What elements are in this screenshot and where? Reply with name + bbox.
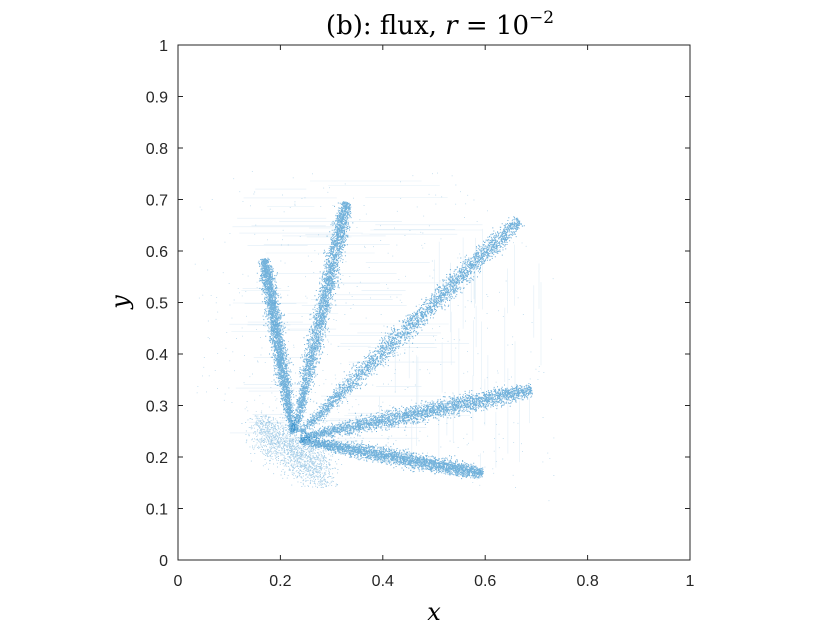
title-r: r xyxy=(445,11,459,41)
x-tick-label: 0.8 xyxy=(576,573,598,590)
y-tick-label: 0.8 xyxy=(146,141,168,158)
flux-points xyxy=(194,171,555,502)
x-tick-label: 0.2 xyxy=(269,573,291,590)
y-tick-label: 0.5 xyxy=(146,296,168,313)
chart-title: (b): flux, r = 10−2 xyxy=(326,8,554,41)
y-axis: 0 0.1 0.2 0.3 0.4 0.5 0.6 0.7 0.8 0.9 1 xyxy=(146,38,690,570)
x-tick-label: 1 xyxy=(686,573,695,590)
flux-beam-5 xyxy=(298,435,484,480)
title-exponent: −2 xyxy=(529,8,554,28)
x-tick-label: 0 xyxy=(174,573,183,590)
y-tick-label: 0.3 xyxy=(146,399,168,416)
x-axis-label: x xyxy=(427,598,441,626)
flux-beam-1 xyxy=(256,257,297,435)
x-axis: 0 0.2 0.4 0.6 0.8 1 xyxy=(174,45,695,590)
y-tick-label: 0.7 xyxy=(146,193,168,210)
sparse-flux-points xyxy=(194,171,555,502)
flux-beam-2 xyxy=(291,201,354,433)
y-tick-label: 0.1 xyxy=(146,502,168,519)
flux-beam-3 xyxy=(297,216,525,435)
x-tick-label: 0.6 xyxy=(474,573,496,590)
y-tick-label: 0.6 xyxy=(146,244,168,261)
y-axis-label: y xyxy=(106,295,134,310)
y-tick-label: 0 xyxy=(159,553,168,570)
x-tick-label: 0.4 xyxy=(372,573,394,590)
y-tick-label: 0.9 xyxy=(146,90,168,107)
y-tick-label: 0.2 xyxy=(146,450,168,467)
title-prefix: (b): flux, xyxy=(326,11,445,41)
y-tick-label: 0.4 xyxy=(146,347,168,364)
y-tick-label: 1 xyxy=(159,38,168,55)
title-eq: = 10 xyxy=(458,11,529,41)
